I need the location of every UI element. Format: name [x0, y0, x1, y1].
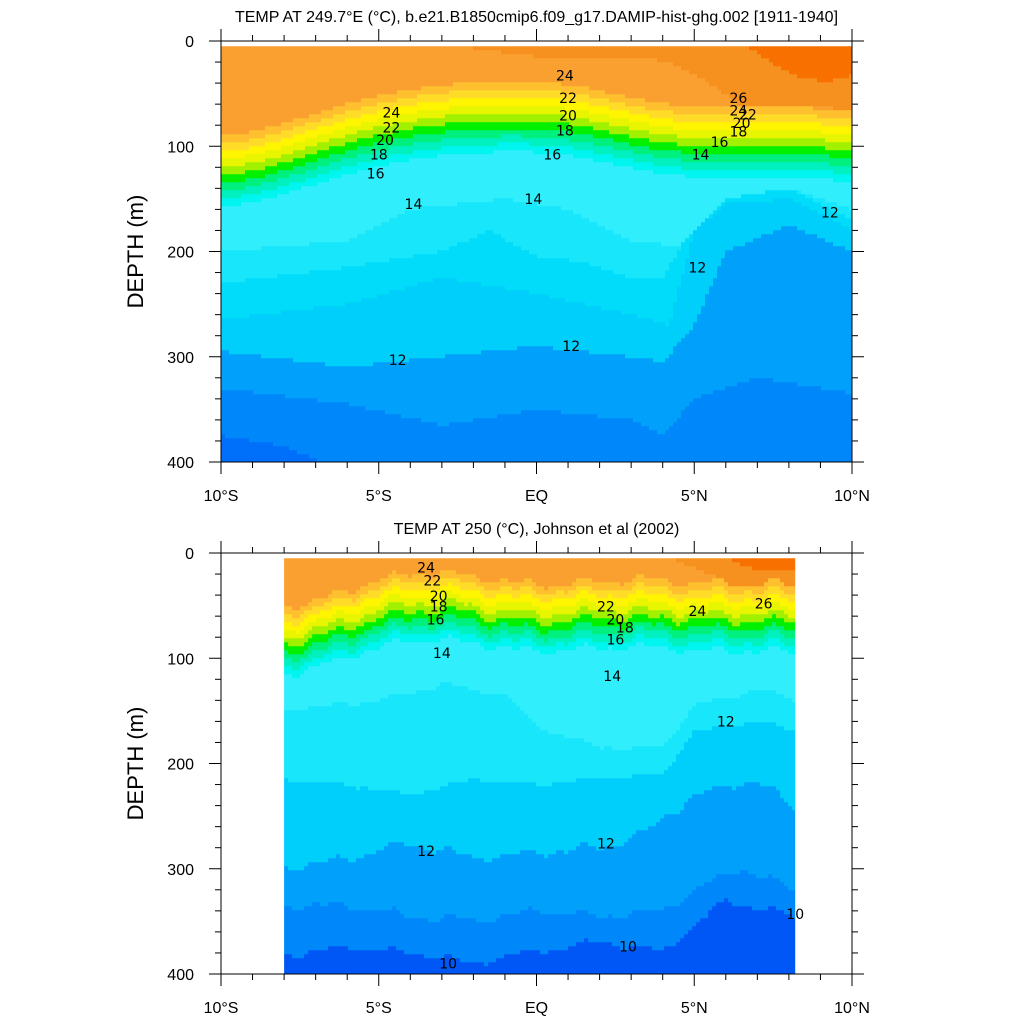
contour-label: 20 — [376, 133, 394, 149]
contour-label: 24 — [730, 103, 748, 119]
x-tick-label: EQ — [525, 488, 548, 505]
contour-label: 14 — [433, 646, 451, 662]
panel-2: 0 100 200 300 400 10°S 5°S EQ 5°N 10°N TEMP AT 250… — [123, 521, 870, 1017]
contour-label: 18 — [370, 148, 388, 164]
contour-label: 24 — [556, 69, 574, 85]
contour-label: 22 — [739, 108, 757, 124]
contour-label: 16 — [427, 612, 445, 628]
x-tick-label: 5°S — [366, 488, 392, 505]
contour-label: 16 — [543, 148, 561, 164]
y-axis-label: DEPTH (m) — [123, 195, 148, 309]
contour-label: 24 — [382, 106, 400, 122]
contour-label: 12 — [688, 260, 706, 276]
contour-label: 20 — [733, 116, 751, 132]
x-tick-label: 10°N — [834, 488, 870, 505]
y-tick-label: 100 — [167, 139, 194, 156]
x-tick-label: 10°N — [834, 1000, 870, 1017]
contour-label: 24 — [688, 604, 706, 620]
y-tick-label: 300 — [167, 350, 194, 367]
y-tick-label: 200 — [167, 245, 194, 262]
contour-label: 14 — [692, 148, 710, 164]
contour-label: 12 — [417, 844, 435, 860]
panel-1: 0 100 200 300 400 10°S 5°S EQ 5°N 10°N TEMP AT 249… — [123, 9, 870, 505]
x-tick-label: 10°S — [204, 1000, 239, 1017]
contour-label: 20 — [430, 589, 448, 605]
contour-label: 14 — [603, 669, 621, 685]
contour-label: 26 — [730, 91, 748, 107]
chart-title: TEMP AT 249.7°E (°C), b.e21.B1850cmip6.f… — [235, 9, 838, 26]
contour-label: 18 — [556, 123, 574, 139]
contour-label: 20 — [559, 109, 577, 125]
contour-label: 18 — [616, 621, 634, 637]
y-tick-label: 300 — [167, 862, 194, 879]
contour-label: 18 — [730, 125, 748, 141]
x-tick-label: 10°S — [204, 488, 239, 505]
contour-label: 10 — [619, 940, 637, 956]
contour-label: 22 — [597, 600, 615, 616]
contour-label: 22 — [423, 573, 441, 589]
contour-label: 16 — [367, 167, 385, 183]
contour-label: 12 — [717, 714, 735, 730]
y-axis-label: DEPTH (m) — [123, 707, 148, 821]
temperature-field — [284, 558, 796, 974]
contour-label: 14 — [405, 197, 423, 213]
contour-label: 22 — [559, 91, 577, 107]
chart-title: TEMP AT 250 (°C), Johnson et al (2002) — [394, 521, 680, 538]
contour-label: 18 — [430, 600, 448, 616]
contour-label: 12 — [597, 836, 615, 852]
contour-label: 16 — [711, 135, 729, 151]
x-tick-label: EQ — [525, 1000, 548, 1017]
y-tick-label: 200 — [167, 757, 194, 774]
contour-label: 20 — [606, 612, 624, 628]
x-tick-label: 5°N — [681, 488, 708, 505]
contour-label: 10 — [786, 907, 804, 923]
x-tick-label: 5°N — [681, 1000, 708, 1017]
temperature-field — [221, 46, 852, 462]
contour-label: 12 — [389, 353, 407, 369]
contour-label: 16 — [606, 632, 624, 648]
y-tick-label: 0 — [185, 34, 194, 51]
y-tick-label: 400 — [167, 967, 194, 984]
contour-label: 22 — [382, 120, 400, 136]
contour-label: 26 — [755, 597, 773, 613]
contour-label: 12 — [821, 206, 839, 222]
y-tick-label: 100 — [167, 651, 194, 668]
contour-label: 12 — [562, 339, 580, 355]
contour-label: 10 — [439, 956, 457, 972]
contour-label: 14 — [524, 192, 542, 208]
contour-label: 24 — [417, 561, 435, 577]
y-tick-label: 0 — [185, 546, 194, 563]
y-tick-label: 400 — [167, 455, 194, 472]
x-tick-label: 5°S — [366, 1000, 392, 1017]
